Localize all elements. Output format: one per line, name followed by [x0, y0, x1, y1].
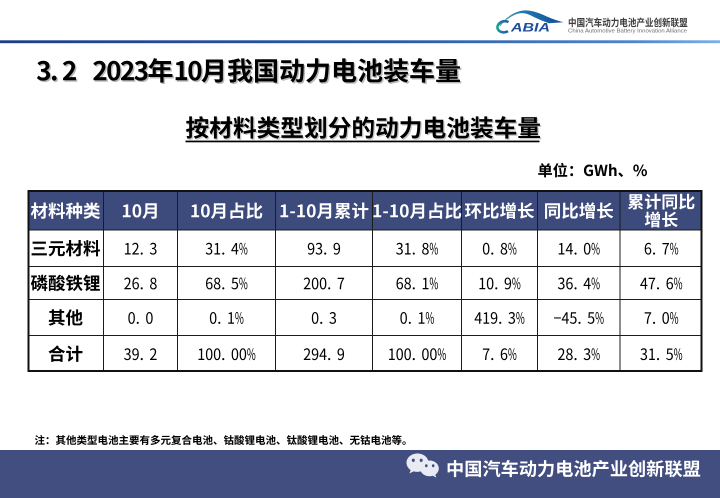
svg-text:ABIA: ABIA	[510, 21, 550, 35]
svg-text:China Automotive Battery Innov: China Automotive Battery Innovation Alli…	[568, 29, 687, 35]
